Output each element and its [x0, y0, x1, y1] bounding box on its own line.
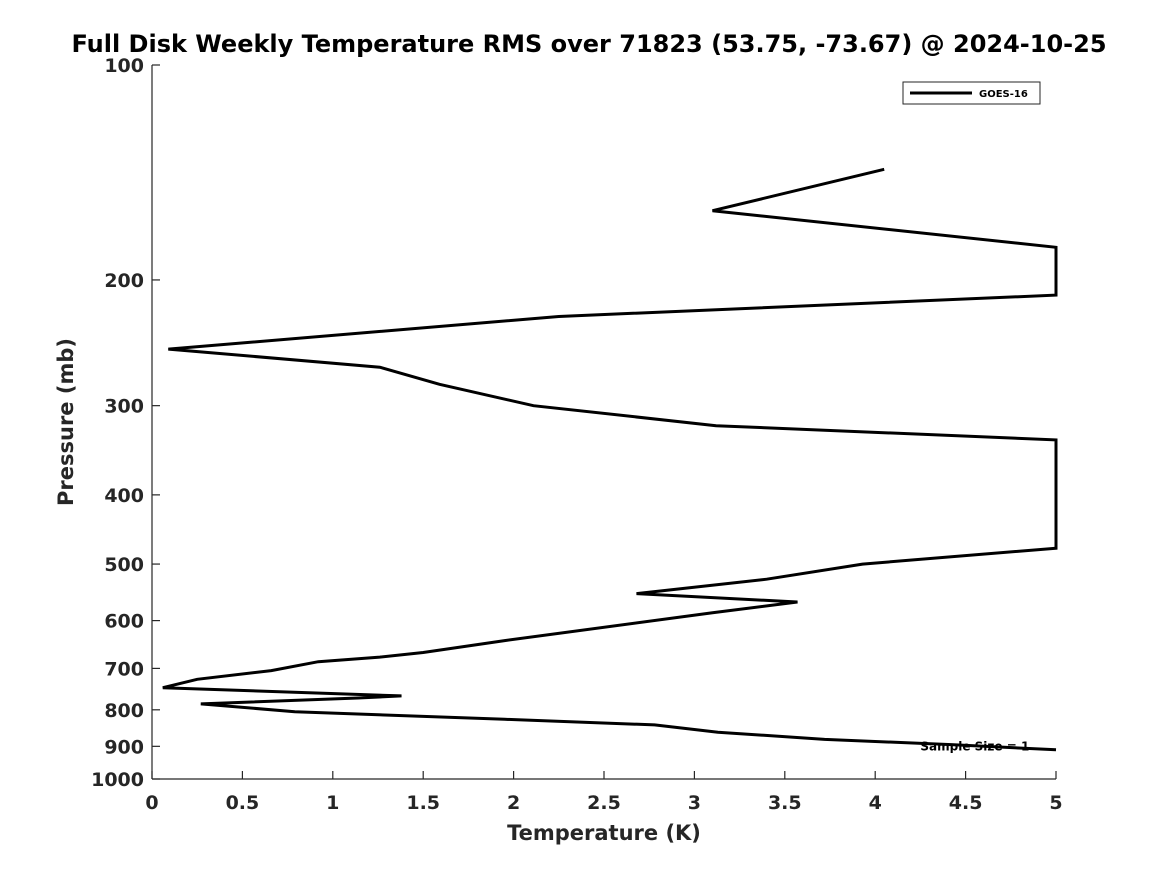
x-tick-label: 4.5 — [949, 792, 983, 814]
plot-area: 0 0.5 1 1.5 2 2.5 3 3.5 4 4.5 5 100 200 300 400 500 600… — [91, 55, 1063, 814]
x-tick-label: 3.5 — [768, 792, 802, 814]
y-tick-label: 600 — [104, 611, 144, 633]
legend: GOES-16 — [902, 81, 1041, 105]
x-tick-label: 2.5 — [587, 792, 621, 814]
y-tick-label: 400 — [104, 485, 144, 507]
y-tick-label: 500 — [104, 554, 144, 576]
x-tick-label: 5 — [1049, 792, 1062, 814]
x-tick-label: 0.5 — [226, 792, 260, 814]
series-line-goes-16 — [162, 167, 1058, 752]
x-tick-label: 1.5 — [406, 792, 440, 814]
y-tick-label: 200 — [104, 270, 144, 292]
x-tick-label: 2 — [507, 792, 520, 814]
sample-size-annotation: Sample Size = 1 — [920, 739, 1029, 753]
y-tick-label: 100 — [104, 55, 144, 77]
x-tick-label: 4 — [869, 792, 882, 814]
annotations: Sample Size = 1 — [920, 739, 1029, 753]
x-tick-label: 0 — [145, 792, 158, 814]
series-group — [162, 167, 1058, 752]
y-tick-label: 700 — [104, 658, 144, 680]
x-tick-label: 1 — [326, 792, 339, 814]
x-ticks: 0 0.5 1 1.5 2 2.5 3 3.5 4 4.5 5 — [145, 771, 1063, 814]
y-tick-label: 900 — [104, 736, 144, 758]
y-axis-label: Pressure (mb) — [54, 338, 78, 506]
y-tick-label: 1000 — [91, 769, 144, 791]
x-axis-label: Temperature (K) — [507, 821, 701, 845]
plot-background — [152, 65, 1056, 779]
x-tick-label: 3 — [688, 792, 701, 814]
y-tick-label: 800 — [104, 700, 144, 722]
y-ticks: 100 200 300 400 500 600 700 800 900 1000 — [91, 55, 160, 791]
y-tick-label: 300 — [104, 396, 144, 418]
chart-title: Full Disk Weekly Temperature RMS over 71… — [71, 30, 1106, 58]
legend-label-goes-16: GOES-16 — [979, 89, 1028, 100]
